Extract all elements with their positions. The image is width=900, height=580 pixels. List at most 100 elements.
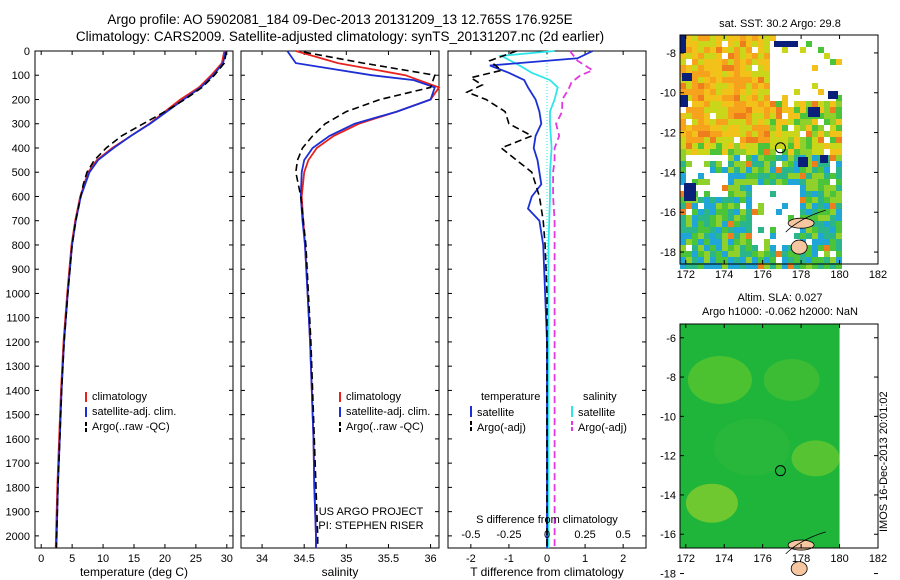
sst-pixel	[698, 35, 704, 41]
sst-pixel	[764, 41, 770, 47]
sst-pixel	[764, 101, 770, 107]
sst-pixel	[818, 215, 824, 221]
sst-pixel	[716, 239, 722, 245]
sst-pixel	[800, 101, 806, 107]
sst-pixel	[722, 167, 728, 173]
sst-pixel	[746, 203, 752, 209]
sst-pixel	[710, 95, 716, 101]
sst-pixel	[800, 113, 806, 119]
sst-pixel	[788, 167, 794, 173]
sst-pixel	[776, 155, 782, 161]
sst-pixel	[770, 119, 776, 125]
sst-pixel	[800, 179, 806, 185]
sst-pixel	[836, 221, 842, 227]
sst-pixel	[716, 89, 722, 95]
sst-pixel	[680, 83, 686, 89]
sst-pixel	[800, 191, 806, 197]
sst-pixel	[830, 221, 836, 227]
sst-pixel	[680, 59, 686, 65]
sst-pixel	[686, 161, 692, 167]
longitude-tick-label: 180	[830, 269, 848, 281]
sst-pixel	[764, 263, 770, 269]
sst-pixel	[770, 167, 776, 173]
sst-pixel	[734, 95, 740, 101]
longitude-tick-label: 178	[792, 269, 810, 281]
sst-pixel	[716, 83, 722, 89]
sst-pixel	[740, 137, 746, 143]
sst-pixel	[824, 53, 830, 59]
sst-pixel	[758, 71, 764, 77]
sst-pixel	[752, 113, 758, 119]
sst-pixel	[680, 179, 686, 185]
sst-pixel	[836, 245, 842, 251]
sst-pixel	[818, 173, 824, 179]
sst-pixel	[704, 35, 710, 41]
sst-pixel	[734, 197, 740, 203]
sst-pixel	[740, 47, 746, 53]
sst-pixel	[770, 233, 776, 239]
longitude-tick-label: 174	[715, 269, 733, 281]
sst-pixel	[728, 41, 734, 47]
sst-pixel	[836, 209, 842, 215]
legend-label: Argo(-adj)	[578, 422, 627, 434]
sst-pixel	[830, 119, 836, 125]
sst-pixel	[716, 203, 722, 209]
sst-pixel	[734, 203, 740, 209]
sst-pixel	[764, 53, 770, 59]
sst-pixel	[710, 227, 716, 233]
sst-pixel	[716, 167, 722, 173]
sst-pixel	[686, 263, 692, 269]
sst-pixel	[818, 221, 824, 227]
sst-pixel	[812, 251, 818, 257]
sst-pixel	[806, 263, 812, 269]
sst-pixel	[740, 131, 746, 137]
sst-pixel	[800, 167, 806, 173]
sst-pixel	[734, 65, 740, 71]
sst-pixel	[764, 149, 770, 155]
sst-pixel	[794, 167, 800, 173]
sst-pixel	[716, 263, 722, 269]
latitude-tick-label: -10	[660, 88, 676, 100]
sst-pixel	[692, 53, 698, 59]
legend-heading-salinity: salinity	[583, 391, 617, 403]
sst-pixel	[716, 245, 722, 251]
sst-pixel	[740, 41, 746, 47]
sst-pixel	[710, 239, 716, 245]
sst-pixel	[728, 107, 734, 113]
sst-pixel	[680, 155, 686, 161]
legend-label: climatology	[346, 391, 402, 403]
sst-pixel	[794, 89, 800, 95]
sla-blob	[685, 483, 738, 523]
x-tick-label: 0	[38, 553, 44, 565]
sst-pixel	[836, 131, 842, 137]
depth-tick-label: 400	[12, 143, 30, 155]
fiji-land-shape	[787, 217, 815, 229]
sst-pixel	[788, 119, 794, 125]
sst-pixel	[728, 233, 734, 239]
sst-pixel	[806, 167, 812, 173]
sst-pixel	[704, 203, 710, 209]
sst-pixel	[734, 59, 740, 65]
sst-pixel	[758, 149, 764, 155]
sst-pixel	[704, 161, 710, 167]
sst-pixel	[710, 89, 716, 95]
sst-pixel	[764, 245, 770, 251]
sst-pixel	[722, 215, 728, 221]
sst-pixel	[824, 233, 830, 239]
sst-pixel	[680, 215, 686, 221]
sst-pixel	[716, 95, 722, 101]
s-difference-axis-label: S difference from climatology	[476, 514, 618, 526]
sst-pixel	[680, 257, 686, 263]
sst-pixel	[836, 101, 842, 107]
sst-pixel	[746, 125, 752, 131]
series-line-argo-raw-qc-	[294, 51, 436, 548]
fiji-land-shape	[790, 239, 808, 255]
sst-pixel	[818, 143, 824, 149]
sst-pixel	[818, 137, 824, 143]
sst-pixel	[728, 95, 734, 101]
sst-pixel	[746, 173, 752, 179]
sst-pixel	[692, 83, 698, 89]
sst-pixel	[812, 83, 818, 89]
sst-pixel	[686, 107, 692, 113]
sst-pixel	[740, 83, 746, 89]
